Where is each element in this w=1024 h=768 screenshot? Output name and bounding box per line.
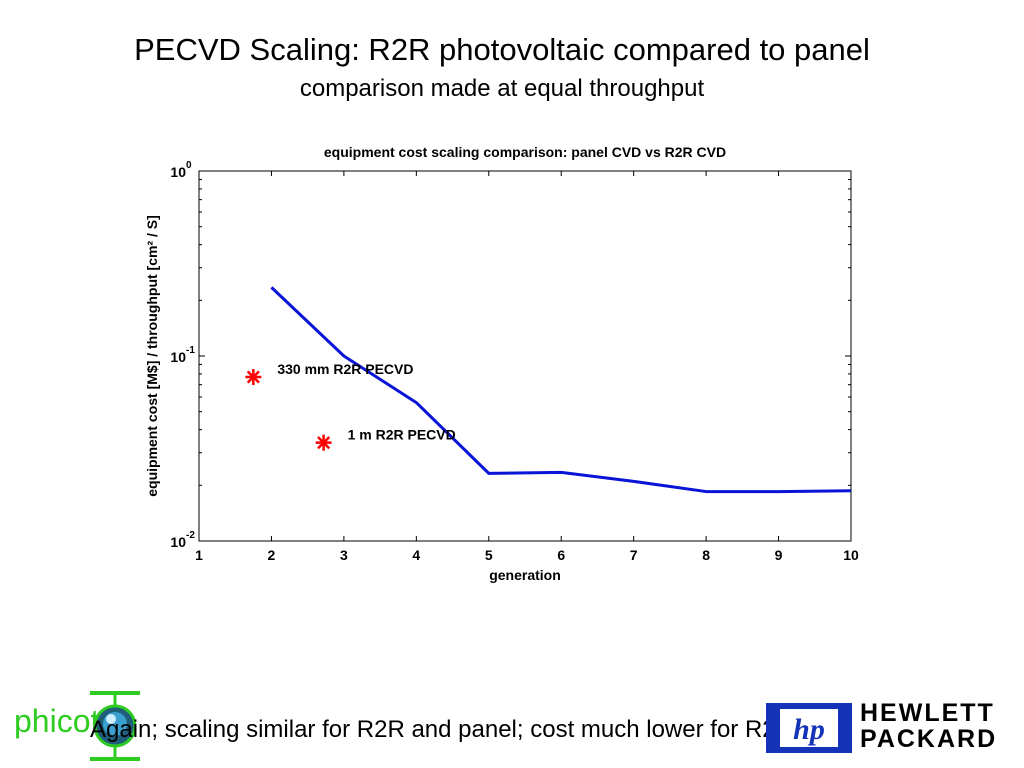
footer-text: Again; scaling similar for R2R and panel… [90, 716, 793, 743]
phicot-logo-text: phicot [14, 703, 100, 739]
chart-title: equipment cost scaling comparison: panel… [324, 144, 726, 160]
y-tick-exponent: -1 [186, 345, 195, 356]
phicot-emblem-icon [90, 691, 140, 761]
marker-label: 330 mm R2R PECVD [277, 361, 413, 377]
hp-logo-mark: hp [793, 713, 825, 746]
hp-logo-text-line2: PACKARD [860, 725, 998, 753]
x-tick-label: 5 [485, 547, 493, 563]
slide-subtitle: comparison made at equal throughput [299, 75, 705, 102]
asterisk-marker [245, 368, 262, 385]
x-tick-label: 2 [268, 547, 276, 563]
y-tick-label: 10 [170, 534, 186, 550]
hp-logo-text: HEWLETT PACKARD [860, 700, 997, 752]
y-axis-label: equipment cost [M$] / throughput [cm² / … [144, 215, 160, 497]
y-tick-exponent: 0 [186, 160, 192, 171]
x-tick-label: 9 [775, 547, 783, 563]
plot-frame [198, 170, 852, 542]
y-tick-exponent: -2 [186, 530, 195, 541]
y-tick-label: 10 [170, 349, 186, 365]
asterisk-marker [315, 434, 332, 451]
x-tick-label: 6 [557, 547, 565, 563]
chart: equipment cost scaling comparison: panel… [144, 144, 859, 583]
x-tick-label: 10 [843, 547, 859, 563]
x-tick-label: 8 [702, 547, 710, 563]
hp-logo-text-line1: HEWLETT [860, 699, 995, 727]
x-tick-label: 7 [630, 547, 638, 563]
hp-logo-icon: hp [766, 703, 852, 753]
slide-title: PECVD Scaling: R2R photovoltaic compared… [134, 32, 870, 67]
x-axis-label: generation [489, 567, 561, 583]
x-tick-label: 3 [340, 547, 348, 563]
x-tick-label: 1 [195, 547, 203, 563]
series-line [270, 286, 852, 494]
x-tick-label: 4 [412, 547, 420, 563]
marker-label: 1 m R2R PECVD [348, 427, 456, 443]
y-tick-label: 10 [170, 164, 186, 180]
